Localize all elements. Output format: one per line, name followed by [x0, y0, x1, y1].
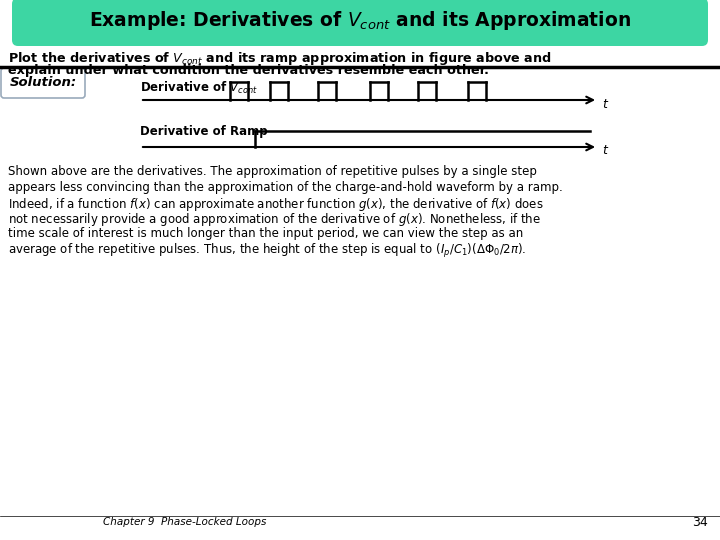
Text: Chapter 9  Phase-Locked Loops: Chapter 9 Phase-Locked Loops: [103, 517, 266, 527]
Text: t: t: [602, 98, 607, 111]
Text: not necessarily provide a good approximation of the derivative of $g(x)$. Noneth: not necessarily provide a good approxima…: [8, 212, 541, 228]
Text: Example: Derivatives of $V_{cont}$ and its Approximation: Example: Derivatives of $V_{cont}$ and i…: [89, 10, 631, 32]
Text: Indeed, if a function $f(x)$ can approximate another function $g(x)$, the deriva: Indeed, if a function $f(x)$ can approxi…: [8, 196, 544, 213]
Text: Solution:: Solution:: [9, 77, 76, 90]
Text: time scale of interest is much longer than the input period, we can view the ste: time scale of interest is much longer th…: [8, 227, 523, 240]
Text: appears less convincing than the approximation of the charge-and-hold waveform b: appears less convincing than the approxi…: [8, 180, 563, 193]
Text: Shown above are the derivatives. The approximation of repetitive pulses by a sin: Shown above are the derivatives. The app…: [8, 165, 537, 178]
Text: explain under what condition the derivatives resemble each other.: explain under what condition the derivat…: [8, 64, 489, 77]
Text: Derivative of $V_{cont}$: Derivative of $V_{cont}$: [140, 80, 258, 96]
Text: t: t: [602, 145, 607, 158]
FancyBboxPatch shape: [1, 68, 85, 98]
Text: 34: 34: [692, 516, 708, 529]
Text: average of the repetitive pulses. Thus, the height of the step is equal to ($I_p: average of the repetitive pulses. Thus, …: [8, 242, 526, 260]
Text: Plot the derivatives of $V_{cont}$ and its ramp approximation in figure above an: Plot the derivatives of $V_{cont}$ and i…: [8, 50, 552, 67]
Text: Derivative of Ramp: Derivative of Ramp: [140, 125, 268, 138]
FancyBboxPatch shape: [12, 0, 708, 46]
